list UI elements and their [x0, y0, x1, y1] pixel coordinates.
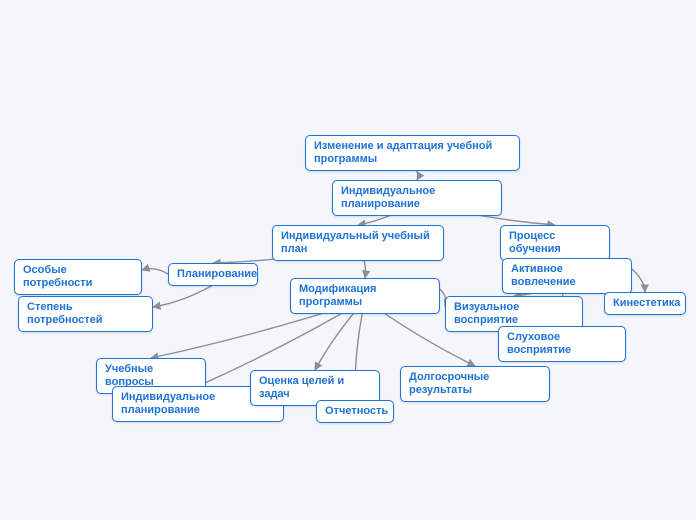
node-n3[interactable]: Процесс обучения: [500, 225, 610, 261]
node-n11[interactable]: Слуховое восприятие: [498, 326, 626, 362]
edge-n4-n7: [142, 269, 168, 274]
node-root[interactable]: Изменение и адаптация учебной программы: [305, 135, 520, 171]
node-n6[interactable]: Активное вовлечение: [502, 258, 632, 294]
node-n5[interactable]: Модификация программы: [290, 278, 440, 314]
node-n4[interactable]: Планирование: [168, 263, 258, 286]
node-n15[interactable]: Отчетность: [316, 400, 394, 423]
node-n1[interactable]: Индивидуальное планирование: [332, 180, 502, 216]
diagram-canvas: Изменение и адаптация учебной программы И…: [0, 0, 696, 520]
node-n2[interactable]: Индивидуальный учебный план: [272, 225, 444, 261]
node-n10[interactable]: Кинестетика: [604, 292, 686, 315]
node-n8[interactable]: Степень потребностей: [18, 296, 153, 332]
edge-n4-n8: [153, 285, 213, 307]
edge-n6-n10: [632, 269, 645, 292]
node-n7[interactable]: Особые потребности: [14, 259, 142, 295]
node-n16[interactable]: Долгосрочные результаты: [400, 366, 550, 402]
